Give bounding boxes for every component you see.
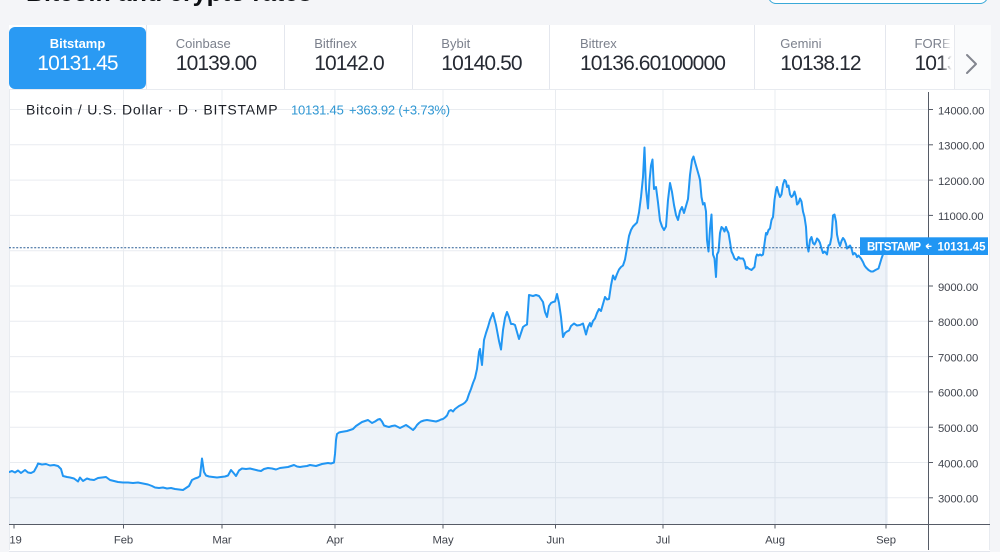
svg-text:Aug: Aug: [765, 535, 785, 547]
svg-text:10131.45: 10131.45: [291, 103, 344, 118]
svg-text:12000.00: 12000.00: [938, 176, 984, 188]
svg-text:10131.45: 10131.45: [938, 242, 987, 254]
svg-text:Mar: Mar: [212, 535, 231, 547]
svg-text:BITSTAMP: BITSTAMP: [867, 242, 921, 254]
svg-text:14000.00: 14000.00: [938, 105, 984, 117]
svg-text:9000.00: 9000.00: [938, 282, 978, 294]
svg-text:Jul: Jul: [656, 535, 670, 547]
svg-text:May: May: [432, 535, 453, 547]
svg-text:Sep: Sep: [876, 535, 896, 547]
svg-text:13000.00: 13000.00: [938, 141, 984, 153]
svg-text:19: 19: [9, 535, 21, 547]
svg-text:Feb: Feb: [114, 535, 133, 547]
svg-text:+363.92 (+3.73%): +363.92 (+3.73%): [349, 103, 450, 118]
svg-text:6000.00: 6000.00: [938, 388, 978, 400]
svg-text:4000.00: 4000.00: [938, 458, 978, 470]
svg-text:7000.00: 7000.00: [938, 352, 978, 364]
svg-text:3000.00: 3000.00: [938, 494, 978, 506]
svg-text:5000.00: 5000.00: [938, 423, 978, 435]
svg-text:8000.00: 8000.00: [938, 317, 978, 329]
svg-text:Apr: Apr: [326, 535, 344, 547]
svg-text:Bitcoin / U.S. Dollar · D · BI: Bitcoin / U.S. Dollar · D · BITSTAMP: [26, 102, 278, 118]
svg-text:11000.00: 11000.00: [938, 211, 983, 223]
svg-text:Jun: Jun: [547, 535, 565, 547]
